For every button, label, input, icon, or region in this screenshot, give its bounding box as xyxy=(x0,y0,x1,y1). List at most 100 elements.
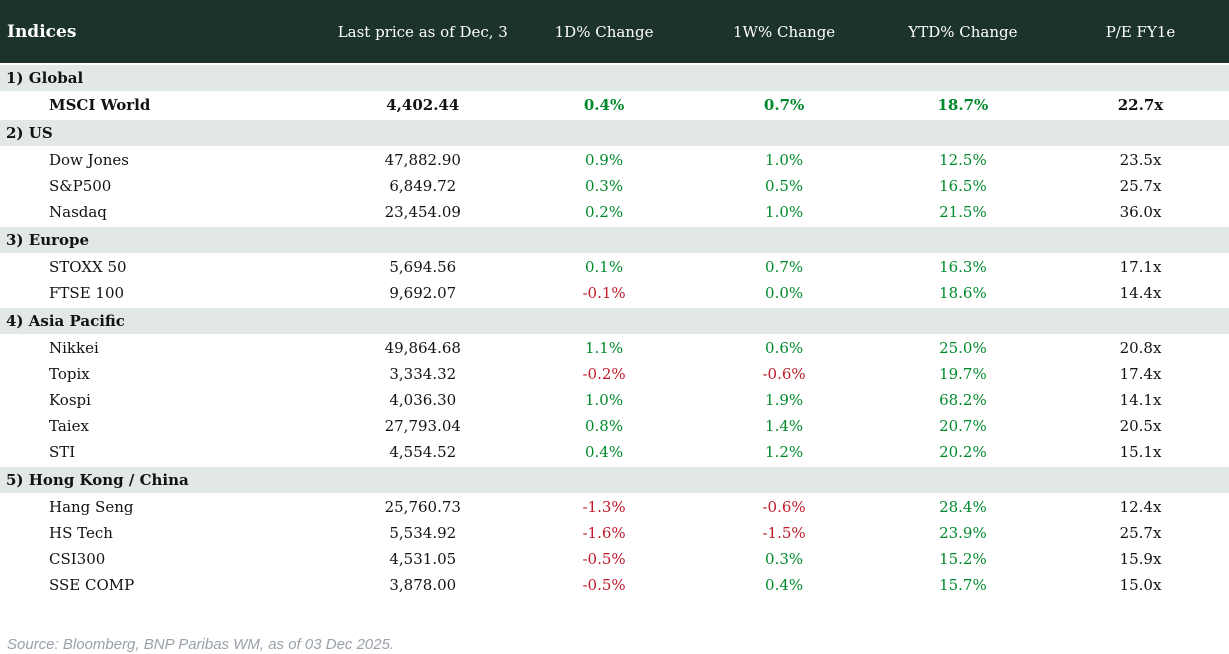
cell-ytd: 12.5% xyxy=(939,151,987,169)
cell-pe: 14.1x xyxy=(1119,391,1162,409)
cell-price: 23,454.09 xyxy=(384,203,461,221)
cell-d1: 0.3% xyxy=(584,177,624,195)
cell-d1: 0.1% xyxy=(584,258,624,276)
table-row: STI 4,554.52 0.4% 1.2% 20.2% 15.1x xyxy=(0,439,1229,466)
cell-pe: 25.7x xyxy=(1119,177,1162,195)
cell-ytd: 18.6% xyxy=(939,284,987,302)
cell-w1: 0.6% xyxy=(765,339,804,357)
cell-name: FTSE 100 xyxy=(49,284,125,302)
cell-name: MSCI World xyxy=(49,96,151,114)
cell-name: STOXX 50 xyxy=(49,258,127,276)
section-row: 1) Global xyxy=(0,63,1229,92)
table-row: MSCI World 4,402.44 0.4% 0.7% 18.7% 22.7x xyxy=(0,92,1229,120)
cell-d1: -0.5% xyxy=(582,550,626,568)
cell-d1: -0.2% xyxy=(582,365,626,383)
cell-name: Nikkei xyxy=(49,339,99,357)
cell-pe: 20.5x xyxy=(1119,417,1162,435)
cell-pe: 22.7x xyxy=(1117,96,1164,114)
cell-ytd: 19.7% xyxy=(939,365,987,383)
cell-name: SSE COMP xyxy=(49,576,135,594)
cell-pe: 25.7x xyxy=(1119,524,1162,542)
cell-pe: 23.5x xyxy=(1119,151,1162,169)
cell-w1: 1.2% xyxy=(765,443,804,461)
cell-price: 3,878.00 xyxy=(389,576,457,594)
section-label: 5) Hong Kong / China xyxy=(0,465,1229,494)
section-row: 2) US xyxy=(0,118,1229,147)
cell-ytd: 20.7% xyxy=(939,417,987,435)
table-row: Taiex 27,793.04 0.8% 1.4% 20.7% 20.5x xyxy=(0,413,1229,439)
cell-ytd: 15.2% xyxy=(939,550,987,568)
cell-w1: 0.7% xyxy=(765,258,804,276)
table-row: STOXX 50 5,694.56 0.1% 0.7% 16.3% 17.1x xyxy=(0,254,1229,281)
cell-price: 4,036.30 xyxy=(389,391,457,409)
table-body: 1) Global MSCI World 4,402.44 0.4% 0.7% 18.7%… xyxy=(0,63,1229,598)
cell-price: 47,882.90 xyxy=(384,151,461,169)
cell-pe: 36.0x xyxy=(1119,203,1162,221)
section-label: 2) US xyxy=(0,118,1229,147)
cell-pe: 20.8x xyxy=(1119,339,1162,357)
header-row: Indices Last price as of Dec, 3 1D% Chan… xyxy=(0,0,1229,64)
cell-d1: 0.9% xyxy=(584,151,624,169)
table-row: Dow Jones 47,882.90 0.9% 1.0% 12.5% 23.5x xyxy=(0,147,1229,174)
table-row: Topix 3,334.32 -0.2% -0.6% 19.7% 17.4x xyxy=(0,361,1229,387)
cell-ytd: 23.9% xyxy=(939,524,987,542)
cell-pe: 12.4x xyxy=(1119,498,1162,516)
section-row: 5) Hong Kong / China xyxy=(0,465,1229,494)
cell-price: 4,402.44 xyxy=(386,96,460,114)
cell-w1: 1.4% xyxy=(765,417,804,435)
cell-name: CSI300 xyxy=(49,550,106,568)
cell-w1: 0.0% xyxy=(765,284,804,302)
cell-ytd: 18.7% xyxy=(937,96,989,114)
cell-name: HS Tech xyxy=(49,524,113,542)
section-label: 4) Asia Pacific xyxy=(0,306,1229,335)
cell-ytd: 16.5% xyxy=(939,177,987,195)
cell-price: 5,694.56 xyxy=(389,258,457,276)
section-label: 3) Europe xyxy=(0,225,1229,254)
cell-price: 4,531.05 xyxy=(389,550,457,568)
cell-d1: 0.2% xyxy=(584,203,624,221)
column-header-indices: Indices xyxy=(0,0,332,64)
cell-price: 25,760.73 xyxy=(384,498,461,516)
cell-ytd: 15.7% xyxy=(939,576,987,594)
cell-d1: 1.1% xyxy=(584,339,624,357)
cell-w1: -0.6% xyxy=(762,498,806,516)
table-row: HS Tech 5,534.92 -1.6% -1.5% 23.9% 25.7x xyxy=(0,520,1229,546)
cell-name: Taiex xyxy=(49,417,89,435)
table-row: FTSE 100 9,692.07 -0.1% 0.0% 18.6% 14.4x xyxy=(0,280,1229,307)
cell-w1: 1.0% xyxy=(765,203,804,221)
column-header-last-price: Last price as of Dec, 3 xyxy=(331,0,514,64)
cell-price: 5,534.92 xyxy=(389,524,457,542)
cell-w1: -0.6% xyxy=(762,365,806,383)
cell-w1: -1.5% xyxy=(762,524,806,542)
cell-d1: 0.4% xyxy=(584,443,624,461)
table-row: Kospi 4,036.30 1.0% 1.9% 68.2% 14.1x xyxy=(0,387,1229,413)
cell-d1: 1.0% xyxy=(584,391,624,409)
table-header: Indices Last price as of Dec, 3 1D% Chan… xyxy=(0,0,1229,64)
cell-ytd: 25.0% xyxy=(939,339,987,357)
cell-w1: 0.3% xyxy=(765,550,804,568)
cell-name: Nasdaq xyxy=(49,203,107,221)
section-label: 1) Global xyxy=(0,63,1229,92)
cell-pe: 15.0x xyxy=(1119,576,1162,594)
table-row: SSE COMP 3,878.00 -0.5% 0.4% 15.7% 15.0x xyxy=(0,572,1229,598)
cell-name: S&P500 xyxy=(49,177,112,195)
cell-d1: 0.4% xyxy=(583,96,625,114)
cell-price: 27,793.04 xyxy=(384,417,461,435)
cell-ytd: 28.4% xyxy=(939,498,987,516)
cell-d1: -0.5% xyxy=(582,576,626,594)
cell-pe: 14.4x xyxy=(1119,284,1162,302)
cell-pe: 17.1x xyxy=(1119,258,1162,276)
column-header-1w-change: 1W% Change xyxy=(694,0,874,64)
section-row: 3) Europe xyxy=(0,225,1229,254)
cell-price: 9,692.07 xyxy=(389,284,457,302)
cell-name: Hang Seng xyxy=(49,498,134,516)
cell-name: STI xyxy=(49,443,76,461)
cell-pe: 17.4x xyxy=(1119,365,1162,383)
table-row: Nasdaq 23,454.09 0.2% 1.0% 21.5% 36.0x xyxy=(0,199,1229,226)
cell-ytd: 68.2% xyxy=(939,391,987,409)
cell-w1: 0.7% xyxy=(763,96,805,114)
cell-pe: 15.9x xyxy=(1119,550,1162,568)
cell-name: Topix xyxy=(49,365,90,383)
cell-name: Dow Jones xyxy=(49,151,129,169)
cell-pe: 15.1x xyxy=(1119,443,1162,461)
